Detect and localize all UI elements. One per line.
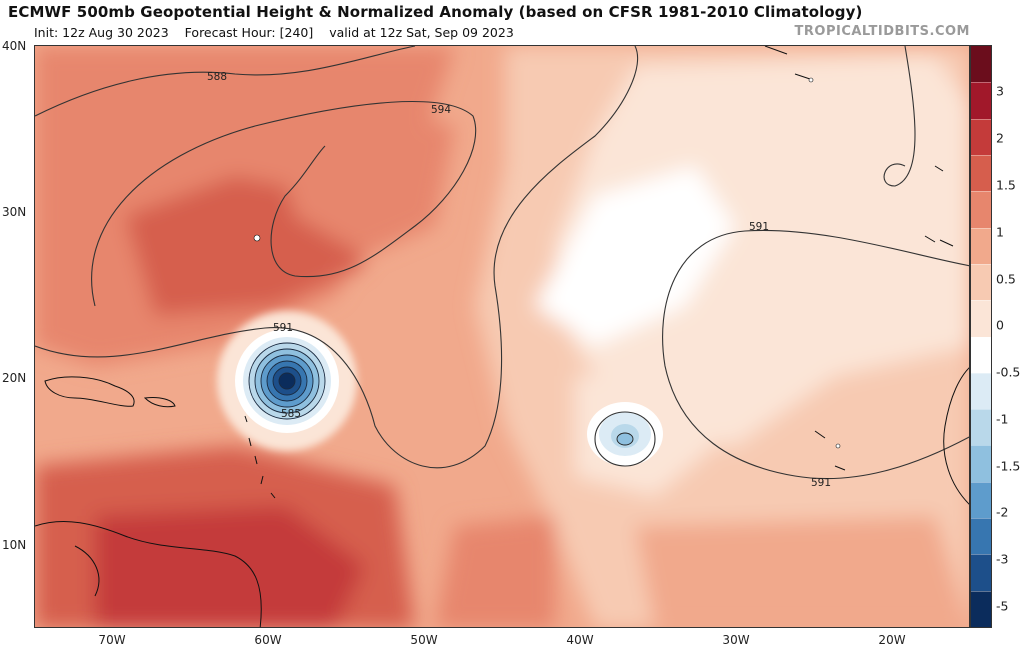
colorbar-label-neg-0-5: -0.5	[996, 364, 1021, 380]
lat-label-10n: 10N	[2, 538, 27, 552]
lon-label-50w: 50W	[410, 633, 438, 647]
small-islands	[253, 77, 841, 449]
colorbar-label-1: 1	[996, 224, 1004, 240]
colorbar-label-3: 3	[996, 83, 1004, 99]
colorbar-segment	[971, 82, 991, 119]
colorbar-segment	[971, 445, 991, 482]
anomaly-shading	[35, 46, 969, 627]
lat-label-30n: 30N	[2, 205, 27, 219]
contour-labels: 588 594 591 585 591 591	[207, 71, 831, 489]
lon-label-30w: 30W	[722, 633, 750, 647]
contour-label-588: 588	[207, 71, 227, 83]
lon-label-70w: 70W	[98, 633, 126, 647]
map-subtitle: Init: 12z Aug 30 2023 Forecast Hour: [24…	[34, 25, 526, 40]
colorbar-segment	[971, 154, 991, 192]
anomaly-colorbar	[970, 45, 992, 628]
cyclone-anomaly	[217, 311, 357, 451]
contour-label-591-south: 591	[811, 477, 831, 489]
colorbar-segment	[971, 263, 991, 301]
colorbar-segment	[971, 372, 991, 410]
contour-label-591-west: 591	[273, 322, 293, 334]
colorbar-segment	[971, 118, 991, 155]
colorbar-label-neg-2: -2	[996, 504, 1009, 520]
lat-label-20n: 20N	[2, 371, 27, 385]
colorbar-segment	[971, 554, 991, 591]
lon-label-40w: 40W	[566, 633, 594, 647]
lat-label-40n: 40N	[2, 39, 27, 53]
lon-label-20w: 20W	[878, 633, 906, 647]
map-title: ECMWF 500mb Geopotential Height & Normal…	[8, 3, 863, 21]
contour-label-591-east: 591	[749, 221, 769, 233]
colorbar-segment	[971, 518, 991, 555]
colorbar-segment	[971, 227, 991, 264]
colorbar-label-neg-5: -5	[996, 598, 1009, 614]
contour-label-594: 594	[431, 104, 451, 116]
colorbar-segment	[971, 590, 991, 627]
colorbar-label-neg-1-5: -1.5	[996, 458, 1021, 474]
colorbar-segment	[971, 191, 991, 228]
init-time: Init: 12z Aug 30 2023	[34, 25, 169, 40]
colorbar-label-1-5: 1.5	[996, 177, 1016, 193]
lon-label-60w: 60W	[254, 633, 282, 647]
colorbar-segment	[971, 336, 991, 373]
contour-label-585: 585	[281, 408, 301, 420]
colorbar-segment	[971, 409, 991, 446]
colorbar-segment	[971, 46, 991, 83]
colorbar-label-2: 2	[996, 130, 1004, 146]
forecast-hour: Forecast Hour: [240]	[184, 25, 314, 40]
height-contours	[35, 46, 969, 480]
colorbar-label-neg-3: -3	[996, 551, 1009, 567]
map-svg: 588 594 591 585 591 591	[35, 46, 969, 627]
valid-time: valid at 12z Sat, Sep 09 2023	[329, 25, 514, 40]
colorbar-label-0: 0	[996, 317, 1004, 333]
coastlines	[35, 46, 969, 627]
colorbar-segment	[971, 481, 991, 519]
anomaly-map: 588 594 591 585 591 591	[34, 45, 970, 628]
site-credit: TROPICALTIDBITS.COM	[794, 24, 970, 39]
colorbar-label-neg-1: -1	[996, 411, 1009, 427]
colorbar-segment	[971, 300, 991, 337]
colorbar-label-0-5: 0.5	[996, 271, 1016, 287]
